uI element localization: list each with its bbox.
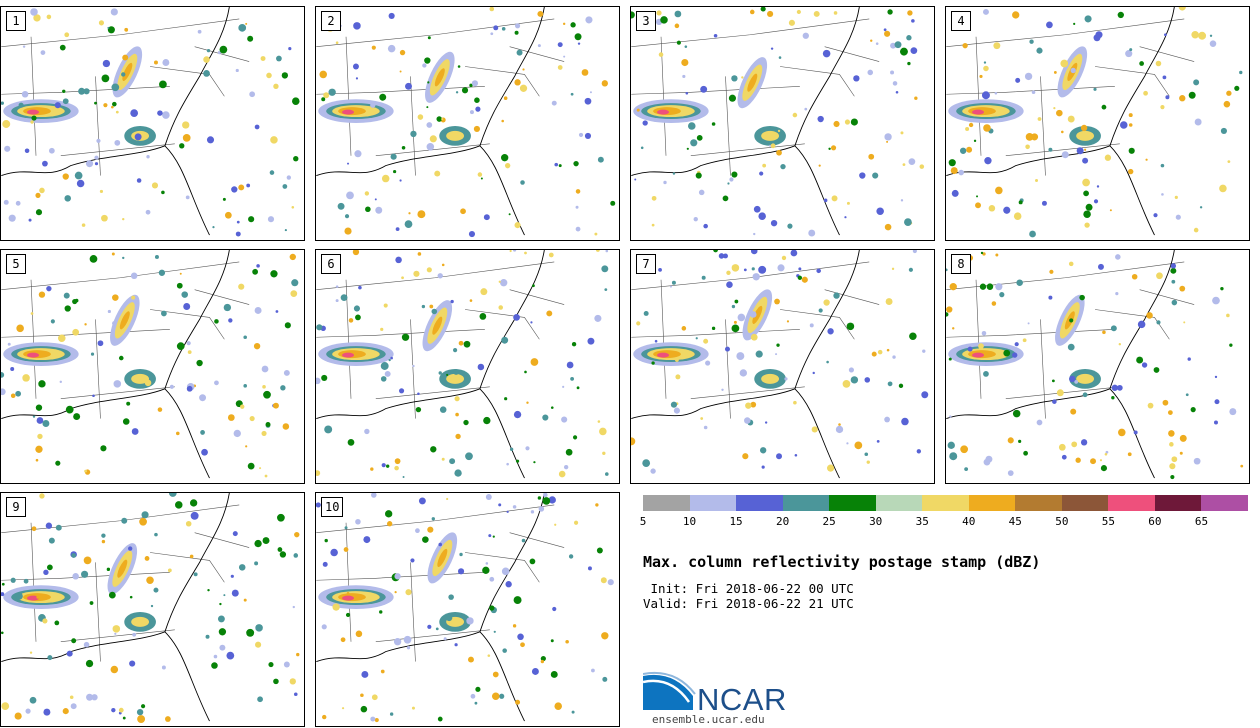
stamp-panel-4: 4 — [945, 6, 1250, 241]
valid-time: Valid: Fri 2018-06-22 21 UTC — [643, 596, 854, 611]
stamp-panel-1: 1 — [0, 6, 305, 241]
colorbar-tick: 50 — [1055, 515, 1069, 528]
figure-title: Max. column reflectivity postage stamp (… — [643, 553, 1041, 571]
member-label: 6 — [321, 254, 341, 274]
colorbar-segment — [922, 495, 970, 511]
colorbar-tick: 55 — [1101, 515, 1115, 528]
ncar-logo-icon — [643, 672, 696, 710]
member-label: 10 — [321, 497, 344, 517]
colorbar-tick: 10 — [682, 515, 697, 528]
colorbar-tick: 65 — [1194, 515, 1209, 528]
ensemble-url[interactable]: ensemble.ucar.edu — [652, 713, 765, 726]
colorbar-tick: 35 — [915, 515, 929, 528]
colorbar-segment — [689, 495, 737, 511]
stamp-panel-5: 5 — [0, 249, 305, 484]
reflectivity-map — [946, 250, 1244, 480]
stamp-panel-6: 6 — [315, 249, 620, 484]
colorbar-tick: 45 — [1008, 515, 1022, 528]
colorbar-segment — [1015, 495, 1063, 511]
member-label: 7 — [636, 254, 656, 274]
reflectivity-map — [1, 250, 299, 479]
stamp-panel-10: 10 — [315, 492, 620, 727]
init-time: Init: Fri 2018-06-22 00 UTC — [643, 581, 854, 596]
reflectivity-map — [631, 7, 925, 237]
stamp-panel-8: 8 — [945, 249, 1250, 484]
colorbar-segment — [1108, 495, 1156, 511]
colorbar-segment — [782, 495, 830, 511]
reflectivity-map — [631, 250, 929, 479]
colorbar-segment — [736, 495, 784, 511]
colorbar-tick: 5 — [639, 515, 647, 528]
colorbar-tick: 15 — [729, 515, 743, 528]
reflectivity-map — [1, 493, 300, 724]
stamp-panel-7: 7 — [630, 249, 935, 484]
member-label: 2 — [321, 11, 341, 31]
stamp-panel-3: 3 — [630, 6, 935, 241]
colorbar-tick: 40 — [962, 515, 976, 528]
colorbar-tick: 20 — [775, 515, 790, 528]
colorbar-segment — [1061, 495, 1109, 511]
member-label: 1 — [6, 11, 26, 31]
colorbar-tick: 30 — [869, 515, 883, 528]
stamp-panel-2: 2 — [315, 6, 620, 241]
colorbar: 5 10 15 20 25 30 35 40 45 50 55 60 65 — [639, 495, 1249, 529]
member-label: 5 — [6, 254, 26, 274]
colorbar-segment — [875, 495, 923, 511]
member-label: 4 — [951, 11, 971, 31]
ncar-logo-text: NCAR — [697, 682, 787, 717]
reflectivity-map — [316, 493, 614, 723]
colorbar-segment — [829, 495, 877, 511]
colorbar-segment — [968, 495, 1016, 511]
colorbar-segment — [643, 495, 690, 511]
member-label: 8 — [951, 254, 971, 274]
colorbar-segment — [1201, 495, 1249, 511]
reflectivity-map — [946, 7, 1243, 238]
member-label: 3 — [636, 11, 656, 31]
reflectivity-map — [1, 7, 300, 237]
colorbar-segment — [1154, 495, 1202, 511]
colorbar-tick: 25 — [822, 515, 836, 528]
colorbar-tick: 60 — [1148, 515, 1162, 528]
stamp-panel-9: 9 — [0, 492, 305, 727]
reflectivity-map — [316, 250, 609, 479]
member-label: 9 — [6, 497, 26, 517]
reflectivity-map — [316, 7, 616, 238]
